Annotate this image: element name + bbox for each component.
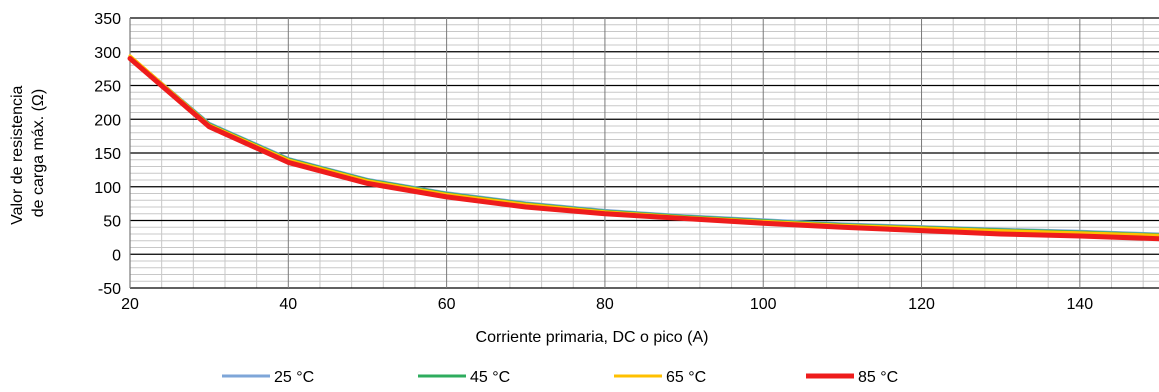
x-tick-label: 40 <box>279 296 297 313</box>
x-tick-label: 100 <box>750 296 777 313</box>
y-axis-title: Valor de resistencia de carga máx. (Ω) <box>9 81 47 225</box>
y-axis-title-line-2: de carga máx. (Ω) <box>30 89 47 217</box>
legend-label-3: 65 °C <box>666 369 706 386</box>
y-axis-title-line-1: Valor de resistencia <box>9 85 26 224</box>
x-tick-label: 140 <box>1066 296 1093 313</box>
series-lines <box>127 54 1159 242</box>
x-tick-label: 80 <box>596 296 614 313</box>
legend: 25 °C 45 °C 65 °C 85 °C <box>222 369 898 386</box>
legend-label-1: 25 °C <box>274 369 314 386</box>
y-tick-label: 300 <box>94 45 121 62</box>
y-tick-label: 150 <box>94 146 121 163</box>
y-tick-label: 50 <box>103 214 121 231</box>
x-tick-label: 20 <box>121 296 139 313</box>
x-tick-label: 60 <box>438 296 456 313</box>
x-axis-title: Corriente primaria, DC o pico (A) <box>476 329 709 346</box>
y-tick-label: 250 <box>94 79 121 96</box>
legend-label-2: 45 °C <box>470 369 510 386</box>
y-tick-label: 0 <box>112 247 121 264</box>
x-tick-label: 120 <box>908 296 935 313</box>
y-tick-label: -50 <box>98 281 121 298</box>
series-line-4 <box>127 56 1159 242</box>
grid-lines <box>129 17 1159 289</box>
tick-labels: -50 0 50 100 150 200 250 300 350 20 40 60 80 100 120 14… <box>94 11 1093 313</box>
y-tick-label: 350 <box>94 11 121 28</box>
legend-label-4: 85 °C <box>858 369 898 386</box>
series-line-3 <box>128 54 1159 237</box>
y-tick-label: 200 <box>94 112 121 129</box>
y-tick-label: 100 <box>94 180 121 197</box>
series-line-2 <box>128 55 1159 237</box>
